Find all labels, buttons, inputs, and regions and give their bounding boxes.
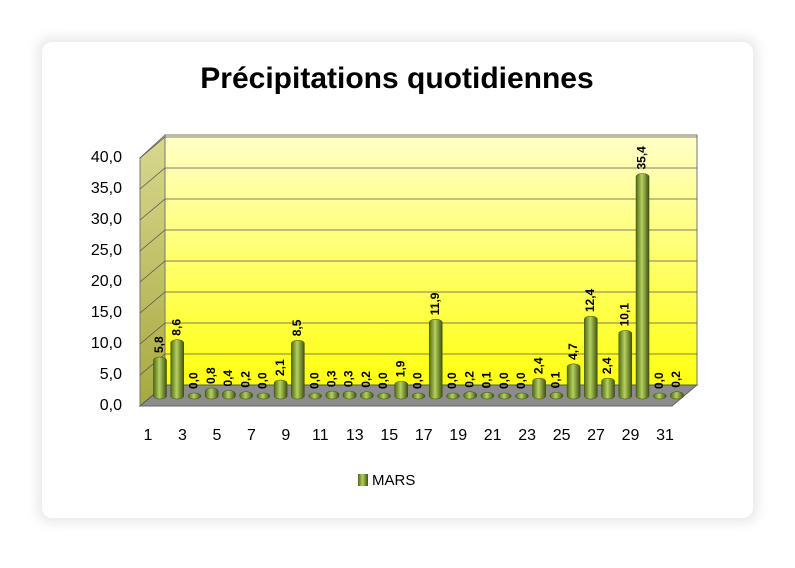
bar: [360, 391, 374, 400]
legend-label: MARS: [372, 472, 415, 489]
data-label: 0,0: [411, 372, 425, 389]
data-label: 0,8: [204, 367, 218, 384]
grid-line: [139, 229, 697, 252]
data-label: 1,9: [393, 360, 407, 377]
bar: [532, 377, 546, 400]
data-label: 0,0: [307, 372, 321, 389]
bar: [325, 390, 340, 400]
bar: [549, 392, 564, 400]
y-tick-label: 25,0: [91, 242, 122, 259]
data-label: 2,4: [600, 357, 614, 374]
grid-line: [139, 260, 697, 283]
grid-line: [139, 291, 697, 314]
bar: [291, 340, 305, 400]
x-tick-label: 29: [622, 427, 640, 444]
data-label: 2,1: [273, 359, 287, 376]
data-label: 0,0: [652, 372, 666, 389]
chart-title: Précipitations quotidiennes: [200, 62, 593, 95]
bar: [446, 392, 460, 400]
x-tick-label: 9: [281, 427, 290, 444]
bar: [256, 392, 271, 400]
data-label: 0,1: [549, 371, 563, 388]
data-label: 0,2: [238, 371, 252, 388]
bar: [618, 330, 633, 400]
data-label: 0,2: [359, 371, 373, 388]
data-label: 5,8: [152, 336, 166, 353]
data-label: 8,6: [169, 319, 183, 336]
bar: [342, 390, 357, 400]
data-label: 0,2: [669, 371, 683, 388]
bar: [653, 392, 667, 400]
grid-line: [139, 353, 697, 376]
y-tick-label: 15,0: [91, 304, 122, 321]
bar: [428, 318, 443, 400]
bar: [670, 391, 684, 400]
data-label: 2,4: [531, 357, 545, 374]
data-label: 0,0: [445, 372, 459, 389]
data-label: 0,3: [325, 370, 339, 387]
data-label: 0,2: [462, 371, 476, 388]
x-tick-label: 27: [587, 427, 605, 444]
legend-swatch: [358, 474, 368, 486]
bar: [566, 363, 581, 400]
x-tick-label: 23: [518, 427, 536, 444]
grid-line: [139, 167, 697, 190]
x-tick-label: 13: [346, 427, 364, 444]
bar: [222, 390, 236, 400]
bar: [308, 392, 322, 400]
bar: [515, 392, 529, 400]
bar: [480, 392, 495, 400]
data-label: 12,4: [583, 288, 597, 312]
data-label: 0,0: [514, 372, 528, 389]
x-tick-label: 25: [553, 427, 571, 444]
y-tick-label: 30,0: [91, 211, 122, 228]
data-label: 8,5: [290, 319, 304, 336]
data-label: 0,1: [480, 371, 494, 388]
x-tick-label: 17: [415, 427, 433, 444]
y-tick-label: 0,0: [100, 397, 122, 414]
y-tick-label: 35,0: [91, 180, 122, 197]
y-tick-label: 40,0: [91, 149, 122, 166]
x-tick-label: 21: [484, 427, 502, 444]
data-label: 0,0: [497, 372, 511, 389]
x-tick-label: 31: [656, 427, 674, 444]
bar: [204, 387, 219, 400]
bar: [187, 392, 202, 400]
x-tick-label: 5: [212, 427, 221, 444]
bar: [394, 380, 409, 400]
y-tick-label: 10,0: [91, 335, 122, 352]
data-label: 0,0: [187, 372, 201, 389]
data-label: 10,1: [617, 303, 631, 327]
bar: [273, 379, 288, 400]
grid-line: [139, 198, 697, 221]
data-label: 35,4: [635, 146, 649, 170]
bar: [377, 392, 391, 400]
grid-line: [139, 136, 697, 159]
data-label: 0,3: [342, 370, 356, 387]
y-tick-label: 5,0: [100, 366, 122, 383]
data-label: 0,0: [256, 372, 270, 389]
bar: [153, 356, 167, 400]
x-tick-label: 7: [247, 427, 256, 444]
data-label: 4,7: [566, 343, 580, 360]
x-tick-label: 15: [380, 427, 398, 444]
data-label: 0,4: [221, 370, 235, 387]
bar: [601, 377, 615, 400]
bar: [635, 173, 650, 400]
x-tick-label: 1: [144, 427, 153, 444]
bar: [584, 315, 598, 400]
x-tick-label: 11: [312, 427, 329, 444]
bar: [497, 392, 512, 400]
data-label: 0,0: [376, 372, 390, 389]
bar: [411, 392, 426, 400]
bar: [170, 339, 184, 400]
y-tick-label: 20,0: [91, 273, 122, 290]
data-label: 11,9: [428, 292, 442, 315]
x-tick-label: 19: [449, 427, 467, 444]
bar: [239, 391, 253, 400]
bar: [463, 391, 477, 400]
grid-line: [139, 322, 697, 345]
x-tick-label: 3: [178, 427, 187, 444]
